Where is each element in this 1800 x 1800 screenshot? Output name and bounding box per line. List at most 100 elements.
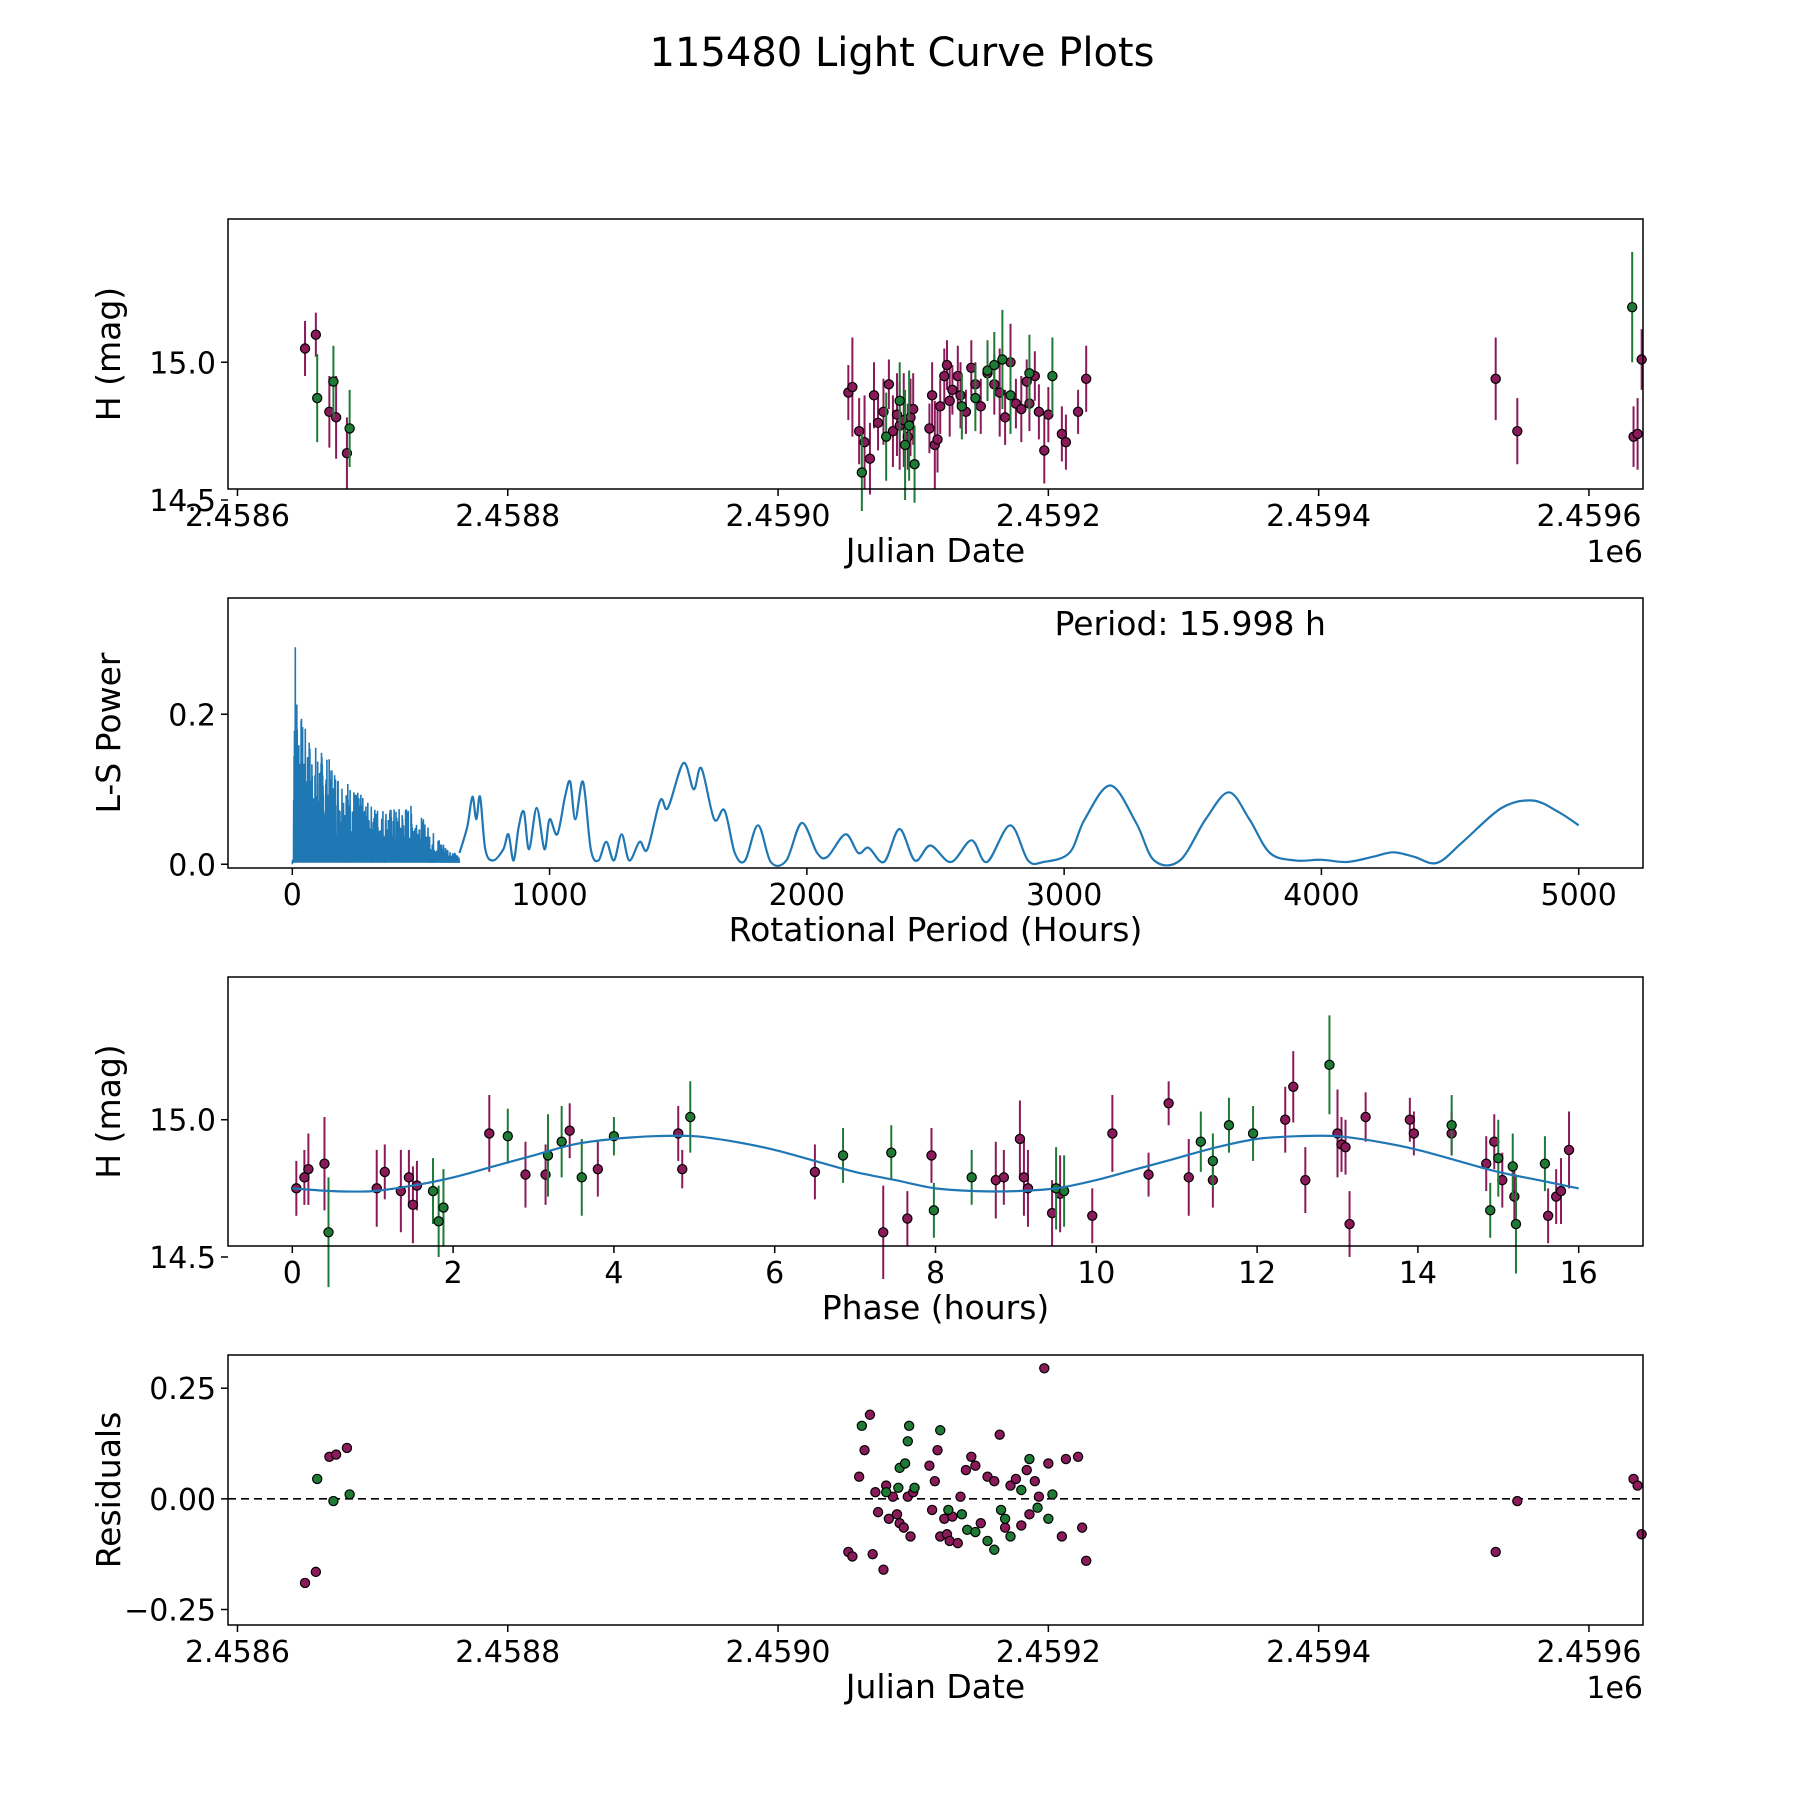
data-point (1072, 406, 1084, 418)
data-point (502, 1131, 513, 1142)
data-point (856, 1420, 868, 1432)
x-tick-label: 10 (1077, 1256, 1115, 1291)
data-point (438, 1202, 449, 1213)
data-point (576, 1172, 587, 1183)
data-point (999, 412, 1011, 423)
data-point (989, 1544, 1000, 1555)
data-point (872, 417, 884, 429)
data-point (903, 1420, 915, 1432)
data-point (926, 390, 938, 401)
lightcurve-panel: 2.4586 2.4588 2.4590 2.4592 2.4594 2.4596 14.5… (89, 218, 1647, 570)
data-point (903, 420, 915, 431)
data-point (319, 1158, 330, 1169)
data-point (311, 1473, 323, 1485)
data-point (960, 1464, 972, 1476)
data-point (909, 1482, 920, 1493)
data-point (970, 392, 981, 404)
data-point (999, 1513, 1011, 1524)
data-point (328, 1495, 339, 1507)
data-point (1056, 1531, 1068, 1542)
data-point (887, 425, 899, 437)
data-point (1223, 1120, 1235, 1131)
y-tick-label: 15.0 (149, 1104, 216, 1139)
data-point (1032, 1502, 1043, 1513)
x-offset-label: 1e6 (1586, 535, 1643, 570)
x-axis-label: Rotational Period (Hours) (729, 910, 1143, 949)
data-point (883, 1513, 895, 1524)
data-point (935, 401, 946, 412)
data-point (847, 1551, 858, 1562)
data-point (886, 1147, 897, 1158)
data-point (1324, 1059, 1335, 1071)
x-tick-label: 2.4594 (1266, 1635, 1371, 1670)
data-point (935, 1425, 946, 1436)
data-point (1485, 1205, 1496, 1216)
data-point (1636, 354, 1647, 365)
data-point (1247, 1128, 1259, 1139)
data-point (982, 1535, 993, 1547)
data-point (328, 376, 339, 387)
data-point (970, 1526, 981, 1538)
data-point (859, 1444, 870, 1456)
data-point (864, 453, 876, 464)
data-point (926, 1504, 938, 1516)
data-point (1024, 1509, 1035, 1520)
data-point (947, 384, 958, 396)
data-point (856, 467, 868, 478)
x-tick-label: 0 (283, 1256, 302, 1291)
data-point (1143, 1169, 1154, 1180)
y-tick-label: 15.0 (149, 346, 216, 381)
data-point (323, 1227, 334, 1238)
x-tick-label: 0 (283, 878, 302, 913)
data-point (997, 354, 1008, 365)
x-tick-label: 3000 (1026, 878, 1102, 913)
data-point (1183, 1172, 1194, 1183)
x-axis-label: Julian Date (844, 531, 1026, 570)
y-axis-label: L-S Power (89, 652, 128, 813)
data-point (1632, 1480, 1643, 1491)
data-point (299, 343, 311, 354)
data-point (556, 1136, 567, 1147)
data-point (990, 1174, 1001, 1186)
residuals-panel: 2.4586 2.4588 2.4590 2.4592 2.4594 2.4596 −0.2… (89, 1354, 1647, 1706)
x-tick-label: 2.4594 (1266, 499, 1371, 534)
data-point (1010, 1473, 1022, 1485)
data-point (1060, 1453, 1072, 1465)
x-tick-label: 12 (1238, 1256, 1276, 1291)
data-point (994, 1429, 1005, 1440)
phased-lightcurve-panel: 0 2 4 6 8 10 12 14 16 14.5 15.0 Phase (hours) H (mag… (89, 976, 1644, 1327)
data-point (1340, 1141, 1351, 1153)
data-point (1107, 1128, 1118, 1139)
data-point (905, 1531, 916, 1542)
data-point (1512, 425, 1523, 437)
y-tick-label: 14.5 (149, 484, 216, 519)
data-point (564, 1125, 575, 1136)
data-point (853, 1471, 865, 1482)
data-point (403, 1172, 415, 1183)
data-point (995, 1504, 1007, 1516)
data-point (899, 439, 911, 451)
data-point (1033, 406, 1045, 418)
data-point (1632, 428, 1643, 440)
x-axis-label: Julian Date (844, 1667, 1026, 1706)
data-point (939, 370, 950, 382)
data-point (520, 1169, 531, 1180)
data-point (1163, 1098, 1174, 1109)
data-point (1512, 1495, 1523, 1507)
data-point (928, 1205, 940, 1216)
data-point (1539, 1158, 1551, 1169)
data-point (1408, 1128, 1420, 1139)
data-point (592, 1163, 604, 1175)
data-point (982, 365, 993, 376)
data-point (975, 1517, 986, 1529)
series-g (311, 1420, 1058, 1555)
data-point (1087, 1210, 1098, 1222)
data-point (853, 425, 865, 437)
y-axis-label: Residuals (89, 1412, 128, 1569)
series-r (299, 1363, 1647, 1589)
data-point (883, 379, 895, 390)
data-point (299, 1172, 310, 1183)
data-point (1029, 1475, 1041, 1487)
data-point (1005, 1480, 1016, 1491)
data-point (1016, 403, 1027, 415)
